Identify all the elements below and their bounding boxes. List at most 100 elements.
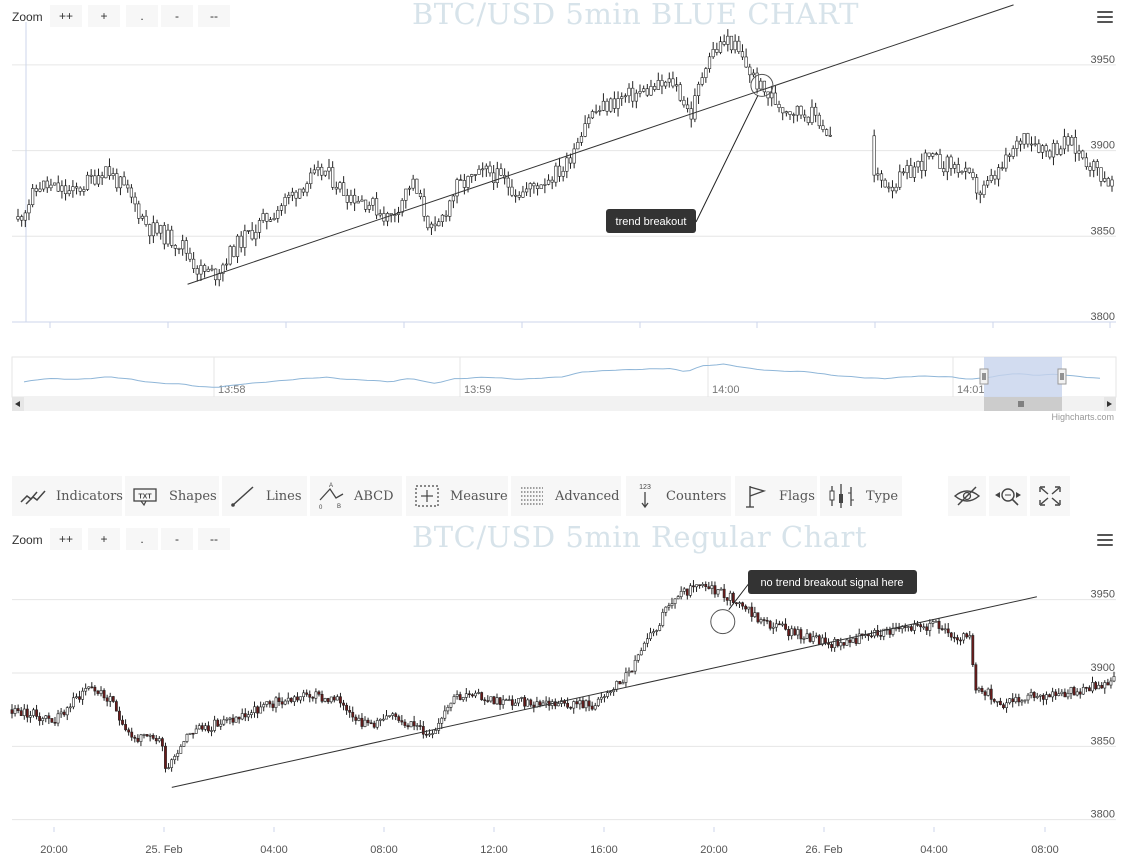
navigator-selection[interactable] bbox=[984, 357, 1062, 397]
flags-button[interactable]: Flags bbox=[735, 476, 817, 516]
zoom-in-button[interactable]: + bbox=[88, 5, 120, 27]
candle bbox=[197, 725, 201, 730]
candle bbox=[1081, 150, 1085, 159]
zoom-out-more-button[interactable]: -- bbox=[198, 528, 230, 550]
shapes-button[interactable]: TXT Shapes bbox=[125, 476, 219, 516]
candle bbox=[243, 713, 247, 718]
candle bbox=[217, 273, 221, 281]
candle bbox=[331, 167, 335, 188]
candle bbox=[810, 106, 814, 123]
candle bbox=[920, 161, 924, 171]
candle bbox=[462, 180, 466, 188]
fullscreen-button[interactable] bbox=[1030, 476, 1070, 516]
candle bbox=[279, 205, 284, 211]
counters-button[interactable]: 123 Counters bbox=[626, 476, 731, 516]
highcharts-credit[interactable]: Highcharts.com bbox=[1051, 412, 1114, 422]
zoom-to-fit-button[interactable] bbox=[989, 476, 1027, 516]
candle bbox=[431, 733, 434, 735]
candle bbox=[367, 204, 371, 210]
zoom-out-button[interactable]: - bbox=[161, 5, 193, 27]
candle bbox=[471, 694, 474, 697]
chart-title: BTC/USD 5min BLUE CHART bbox=[412, 0, 859, 31]
candle bbox=[407, 187, 412, 190]
candle bbox=[658, 625, 662, 631]
candle bbox=[111, 173, 115, 176]
candle bbox=[642, 88, 646, 92]
candle bbox=[34, 188, 38, 192]
zoom-out-more-button[interactable]: -- bbox=[198, 5, 230, 27]
candle bbox=[541, 702, 545, 706]
candle bbox=[363, 719, 367, 727]
candle bbox=[989, 688, 993, 700]
candle bbox=[458, 694, 462, 700]
navigator[interactable]: 13:58 13:59 14:00 14:01 bbox=[11, 356, 1117, 398]
candle bbox=[1002, 704, 1005, 709]
zoom-in-more-button[interactable]: ++ bbox=[50, 5, 82, 27]
type-icon bbox=[829, 484, 854, 508]
lines-button[interactable]: Lines bbox=[222, 476, 307, 516]
zoom-out-button[interactable]: - bbox=[161, 528, 193, 550]
candle bbox=[828, 134, 832, 137]
indicators-button[interactable]: Indicators bbox=[12, 476, 123, 516]
candle bbox=[787, 629, 791, 637]
candle bbox=[192, 258, 196, 269]
candle bbox=[253, 706, 256, 714]
candle bbox=[587, 117, 591, 124]
candle bbox=[342, 182, 346, 196]
candle bbox=[912, 166, 917, 178]
candle bbox=[934, 153, 938, 156]
candle bbox=[316, 166, 320, 171]
candle bbox=[894, 186, 898, 192]
zoom-in-more-button[interactable]: ++ bbox=[50, 528, 82, 550]
candle bbox=[671, 78, 675, 87]
hamburger-menu-icon[interactable] bbox=[1097, 11, 1113, 25]
candle bbox=[550, 179, 554, 183]
candle bbox=[411, 178, 415, 189]
candle bbox=[23, 212, 27, 221]
advanced-button[interactable]: Advanced bbox=[511, 476, 621, 516]
toggle-annotations-button[interactable] bbox=[948, 476, 986, 516]
candle bbox=[250, 712, 253, 715]
candle bbox=[161, 738, 164, 747]
candle bbox=[400, 720, 404, 723]
candle bbox=[389, 213, 393, 215]
candle bbox=[538, 701, 542, 706]
candle bbox=[615, 681, 619, 690]
y-tick-label: 3900 bbox=[1091, 140, 1115, 152]
measure-button[interactable]: Measure bbox=[406, 476, 508, 516]
candle bbox=[452, 696, 456, 704]
zoom-in-button[interactable]: + bbox=[88, 528, 120, 550]
navigator-right-handle[interactable] bbox=[1057, 368, 1067, 385]
candle bbox=[532, 704, 536, 708]
candle bbox=[188, 732, 192, 735]
zoom-reset-button[interactable]: . bbox=[126, 5, 158, 27]
measure-icon bbox=[415, 485, 439, 507]
candle bbox=[305, 692, 309, 695]
candle bbox=[737, 40, 741, 52]
zoom-reset-button[interactable]: . bbox=[126, 528, 158, 550]
y-tick-label: 3950 bbox=[1091, 589, 1115, 601]
candle bbox=[188, 252, 192, 260]
svg-text:B: B bbox=[337, 504, 341, 510]
candle bbox=[543, 184, 547, 186]
candle bbox=[311, 696, 315, 699]
navigator-left-handle[interactable] bbox=[979, 368, 989, 385]
type-button[interactable]: Type bbox=[820, 476, 902, 516]
candle bbox=[1000, 167, 1004, 169]
candle bbox=[830, 644, 833, 648]
candle bbox=[678, 84, 682, 101]
candle bbox=[682, 588, 686, 592]
candle bbox=[126, 184, 130, 189]
candle bbox=[96, 175, 101, 185]
candle bbox=[748, 66, 752, 76]
candle bbox=[38, 716, 42, 722]
candle bbox=[289, 697, 293, 702]
candle bbox=[240, 713, 244, 720]
candle bbox=[68, 706, 72, 709]
hamburger-menu-icon[interactable] bbox=[1097, 534, 1113, 548]
candle bbox=[181, 240, 185, 250]
navigator-scrollbar[interactable] bbox=[12, 397, 1116, 411]
candle bbox=[388, 715, 391, 717]
